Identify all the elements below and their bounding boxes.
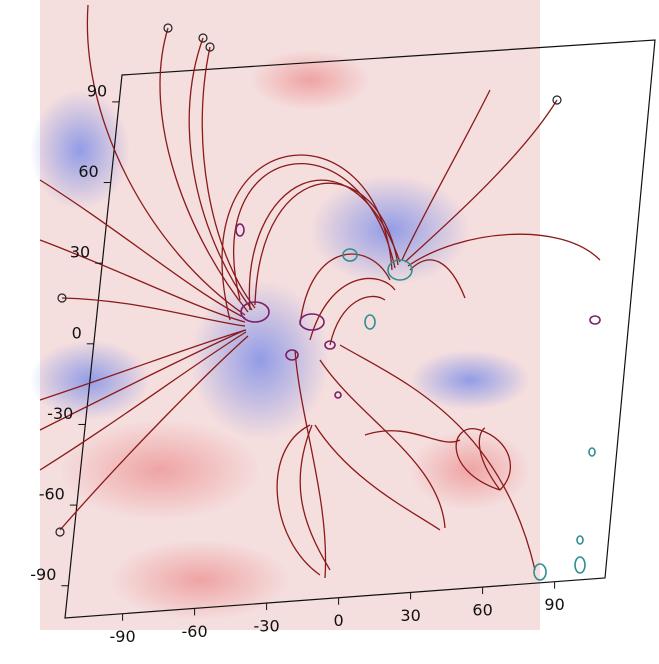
y-tick-label: -30 <box>47 404 73 423</box>
x-tick-label: -60 <box>182 622 208 641</box>
y-tick-label: -60 <box>39 485 65 504</box>
y-tick-label: 60 <box>78 162 98 181</box>
y-tick-label: 0 <box>72 323 82 342</box>
x-tick-label: 60 <box>472 601 492 620</box>
magnetogram-background <box>30 0 540 630</box>
x-tick-label: 0 <box>334 611 344 630</box>
x-tick-label: 90 <box>544 595 564 614</box>
y-tick-label: 30 <box>70 243 90 262</box>
y-tick-label: -90 <box>30 565 56 584</box>
x-tick-label: -90 <box>110 627 136 646</box>
field-lines <box>39 4 601 579</box>
frame <box>64 39 656 619</box>
contours <box>235 223 601 581</box>
footpoints <box>55 23 562 537</box>
x-tick-label: 30 <box>400 606 420 625</box>
y-tick-label: 90 <box>87 81 107 100</box>
x-tick-label: -30 <box>254 617 280 636</box>
